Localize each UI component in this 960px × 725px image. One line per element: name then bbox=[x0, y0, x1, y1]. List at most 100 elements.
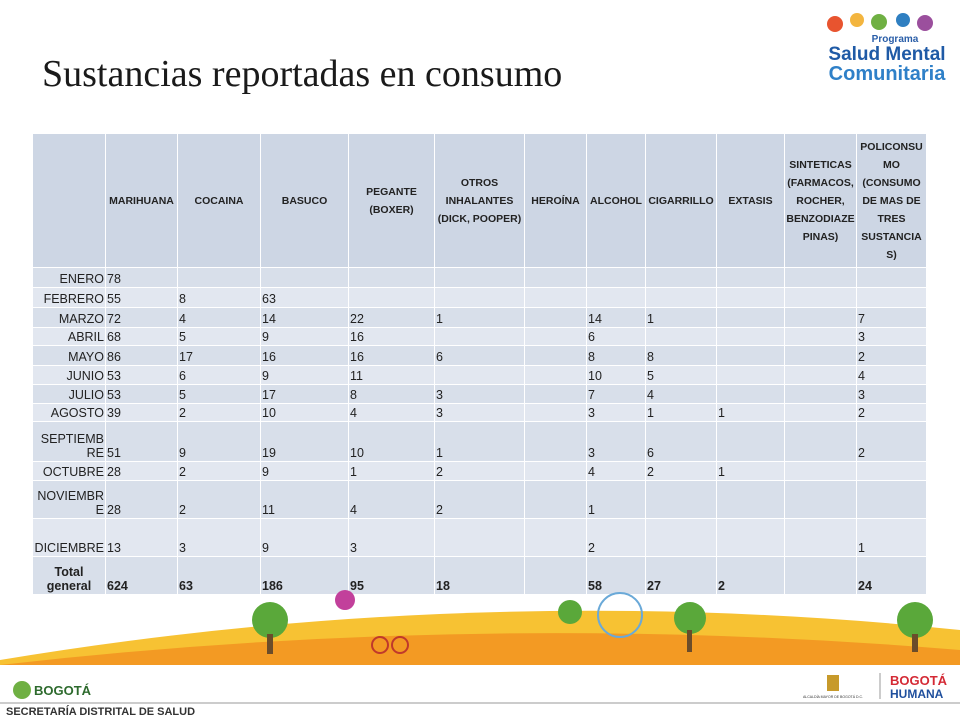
empty-cell bbox=[784, 556, 857, 595]
table-cell: 53 bbox=[105, 384, 178, 404]
logo-program: Programa bbox=[872, 34, 919, 45]
table-cell: 8 bbox=[348, 384, 435, 404]
table-cell: 11 bbox=[348, 365, 435, 385]
table-cell: 3 bbox=[586, 421, 646, 462]
table-cell: 11 bbox=[260, 480, 349, 519]
empty-cell bbox=[524, 307, 587, 328]
table-cell: 2 bbox=[586, 518, 646, 557]
empty-cell bbox=[784, 307, 857, 328]
table-cell: 4 bbox=[645, 384, 717, 404]
table-cell: 3 bbox=[177, 518, 261, 557]
table-row: DICIEMBRE 13 3 9 3 2 1 bbox=[32, 518, 927, 557]
table-cell: 3 bbox=[856, 384, 927, 404]
table-cell: 16 bbox=[348, 327, 435, 346]
table-row: NOVIEMBRE 28 2 11 4 2 1 bbox=[32, 480, 927, 519]
empty-cell bbox=[716, 307, 785, 328]
empty-cell bbox=[434, 267, 525, 288]
table-cell: 6 bbox=[177, 365, 261, 385]
column-header: MARIHUANA bbox=[105, 133, 178, 268]
empty-cell bbox=[524, 480, 587, 519]
column-header: COCAINA bbox=[177, 133, 261, 268]
table-cell: 2 bbox=[434, 480, 525, 519]
table-cell: 86 bbox=[105, 345, 178, 366]
empty-cell bbox=[586, 267, 646, 288]
table-cell: 58 bbox=[586, 556, 646, 595]
table-cell: 68 bbox=[105, 327, 178, 346]
empty-cell bbox=[586, 287, 646, 308]
empty-cell bbox=[524, 327, 587, 346]
logo-line2: Comunitaria bbox=[829, 63, 947, 85]
table-row: SEPTIEMBRE 51 9 19 10 1 3 6 2 bbox=[32, 421, 927, 462]
table-cell: 1 bbox=[645, 307, 717, 328]
empty-cell bbox=[434, 327, 525, 346]
footer-left-logo: BOGOTÁ bbox=[34, 683, 92, 698]
table-cell: 53 bbox=[105, 365, 178, 385]
empty-cell bbox=[645, 480, 717, 519]
table-cell: 624 bbox=[105, 556, 178, 595]
table-cell: 8 bbox=[586, 345, 646, 366]
empty-cell bbox=[524, 287, 587, 308]
column-header: POLICONSUMO (CONSUMO DE MAS DE TRES SUST… bbox=[856, 133, 927, 268]
empty-cell bbox=[260, 267, 349, 288]
footer-right-logo2: HUMANA bbox=[890, 687, 944, 701]
table-cell: 6 bbox=[586, 327, 646, 346]
table-cell: 8 bbox=[645, 345, 717, 366]
table-cell: 2 bbox=[177, 461, 261, 481]
empty-cell bbox=[784, 384, 857, 404]
empty-cell bbox=[856, 480, 927, 519]
table-cell: 51 bbox=[105, 421, 178, 462]
row-label: OCTUBRE bbox=[32, 461, 106, 481]
table-cell: 1 bbox=[586, 480, 646, 519]
table-row: OCTUBRE 28 2 9 1 2 4 2 1 bbox=[32, 461, 927, 481]
table-row: Total general 624 63 186 95 18 58 27 2 24 bbox=[32, 556, 927, 595]
empty-cell bbox=[524, 384, 587, 404]
table-cell: 7 bbox=[856, 307, 927, 328]
logo-figures bbox=[827, 13, 933, 32]
footer-secretaria: SECRETARÍA DISTRITAL DE SALUD bbox=[6, 705, 195, 718]
table-row: MAYO 86 17 16 16 6 8 8 2 bbox=[32, 345, 927, 366]
table-cell: 2 bbox=[177, 480, 261, 519]
empty-cell bbox=[524, 267, 587, 288]
table-cell: 39 bbox=[105, 403, 178, 422]
row-label: JULIO bbox=[32, 384, 106, 404]
empty-cell bbox=[716, 421, 785, 462]
table-cell: 4 bbox=[177, 307, 261, 328]
empty-cell bbox=[716, 345, 785, 366]
row-label: ENERO bbox=[32, 267, 106, 288]
table-cell: 78 bbox=[105, 267, 178, 288]
table-cell: 4 bbox=[856, 365, 927, 385]
empty-cell bbox=[434, 518, 525, 557]
row-label: MARZO bbox=[32, 307, 106, 328]
empty-cell bbox=[524, 518, 587, 557]
table-cell: 10 bbox=[348, 421, 435, 462]
table-cell: 186 bbox=[260, 556, 349, 595]
table-cell: 16 bbox=[348, 345, 435, 366]
table-cell: 2 bbox=[856, 421, 927, 462]
empty-cell bbox=[645, 327, 717, 346]
table-cell: 1 bbox=[716, 461, 785, 481]
table-cell: 10 bbox=[260, 403, 349, 422]
table-cell: 5 bbox=[645, 365, 717, 385]
table-cell: 4 bbox=[348, 480, 435, 519]
row-label: DICIEMBRE bbox=[32, 518, 106, 557]
table-cell: 5 bbox=[177, 384, 261, 404]
table-cell: 2 bbox=[177, 403, 261, 422]
empty-cell bbox=[716, 287, 785, 308]
column-header: HEROÍNA bbox=[524, 133, 587, 268]
table-cell: 55 bbox=[105, 287, 178, 308]
empty-cell bbox=[716, 327, 785, 346]
row-label: SEPTIEMBRE bbox=[32, 421, 106, 462]
table-cell: 4 bbox=[586, 461, 646, 481]
table-cell: 17 bbox=[177, 345, 261, 366]
illustration bbox=[0, 590, 960, 665]
table-cell: 27 bbox=[645, 556, 717, 595]
empty-cell bbox=[784, 365, 857, 385]
table-cell: 7 bbox=[586, 384, 646, 404]
column-header: CIGARRILLO bbox=[645, 133, 717, 268]
table-cell: 2 bbox=[645, 461, 717, 481]
table-cell: 13 bbox=[105, 518, 178, 557]
empty-cell bbox=[716, 365, 785, 385]
empty-cell bbox=[645, 287, 717, 308]
table-cell: 28 bbox=[105, 480, 178, 519]
row-label: Total general bbox=[32, 556, 106, 595]
